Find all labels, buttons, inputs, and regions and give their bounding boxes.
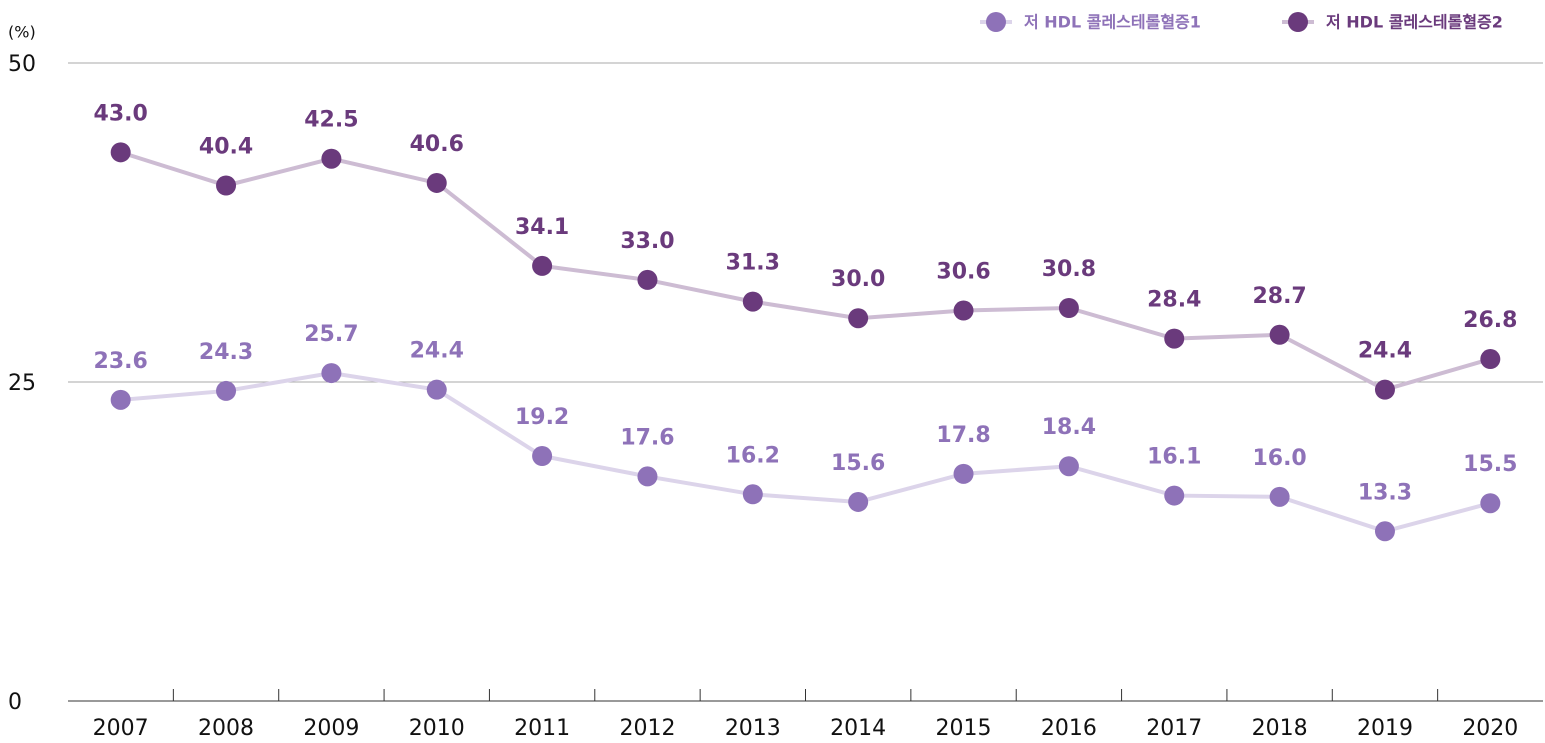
point — [953, 300, 974, 321]
point — [1480, 493, 1501, 514]
data-label: 17.8 — [936, 423, 990, 448]
point — [953, 463, 974, 484]
data-label: 16.1 — [1147, 445, 1201, 470]
data-label: 15.6 — [831, 451, 885, 476]
data-label: 16.0 — [1252, 446, 1306, 471]
y-tick-label: 0 — [8, 690, 22, 715]
data-label: 16.2 — [726, 443, 780, 468]
point — [1480, 349, 1501, 370]
data-label: 33.0 — [620, 229, 674, 254]
data-label: 17.6 — [620, 425, 674, 450]
point — [1058, 297, 1079, 318]
point — [637, 466, 658, 487]
data-label: 30.0 — [831, 267, 885, 292]
x-tick-label: 2019 — [1357, 716, 1413, 741]
x-tick-label: 2020 — [1462, 716, 1518, 741]
data-label: 26.8 — [1463, 308, 1517, 333]
data-label: 19.2 — [515, 405, 569, 430]
x-tick-label: 2008 — [198, 716, 254, 741]
point — [1058, 456, 1079, 477]
legend-marker — [1288, 12, 1308, 32]
data-label: 24.4 — [1358, 339, 1412, 364]
point — [742, 484, 763, 505]
x-tick-label: 2007 — [93, 716, 149, 741]
point — [1374, 379, 1395, 400]
data-label: 24.3 — [199, 340, 253, 365]
x-tick-label: 2018 — [1252, 716, 1308, 741]
data-label: 28.4 — [1147, 288, 1201, 313]
point — [1374, 521, 1395, 542]
x-tick-label: 2017 — [1146, 716, 1202, 741]
legend-label: 저 HDL 콜레스테롤혈증1 — [1024, 13, 1201, 32]
data-label: 24.4 — [410, 339, 464, 364]
point — [110, 142, 131, 163]
series-line — [120, 371, 1491, 534]
data-label: 30.8 — [1042, 257, 1096, 282]
data-label: 23.6 — [94, 349, 148, 374]
legend-marker — [986, 12, 1006, 32]
data-label: 34.1 — [515, 215, 569, 240]
point — [216, 175, 237, 196]
legend-label: 저 HDL 콜레스테롤혈증2 — [1326, 13, 1503, 32]
data-label: 40.4 — [199, 134, 253, 159]
point — [110, 389, 131, 410]
point — [848, 491, 869, 512]
series-line — [120, 150, 1491, 392]
y-tick-label: 25 — [8, 371, 36, 396]
point — [1164, 485, 1185, 506]
data-label: 18.4 — [1042, 415, 1096, 440]
point — [742, 291, 763, 312]
point — [426, 172, 447, 193]
x-tick-label: 2009 — [303, 716, 359, 741]
data-label: 42.5 — [304, 108, 358, 133]
x-tick-label: 2012 — [619, 716, 675, 741]
x-tick-label: 2015 — [936, 716, 992, 741]
x-tick-label: 2014 — [830, 716, 886, 741]
point — [532, 446, 553, 467]
y-tick-label: 50 — [8, 52, 36, 77]
data-label: 30.6 — [936, 260, 990, 285]
x-tick-label: 2011 — [514, 716, 570, 741]
point — [321, 148, 342, 169]
point — [637, 269, 658, 290]
data-label: 40.6 — [410, 132, 464, 157]
data-label: 25.7 — [304, 322, 358, 347]
point — [848, 308, 869, 329]
data-label: 15.5 — [1463, 452, 1517, 477]
x-tick-label: 2013 — [725, 716, 781, 741]
data-label: 43.0 — [94, 101, 148, 126]
point — [1269, 324, 1290, 345]
point — [1164, 328, 1185, 349]
point — [321, 363, 342, 384]
point — [426, 379, 447, 400]
x-tick-label: 2016 — [1041, 716, 1097, 741]
point — [532, 255, 553, 276]
data-label: 28.7 — [1252, 284, 1306, 309]
x-tick-label: 2010 — [409, 716, 465, 741]
y-axis-label: (%) — [8, 23, 36, 42]
point — [1269, 486, 1290, 507]
data-label: 13.3 — [1358, 480, 1412, 505]
data-label: 31.3 — [726, 251, 780, 276]
point — [216, 380, 237, 401]
